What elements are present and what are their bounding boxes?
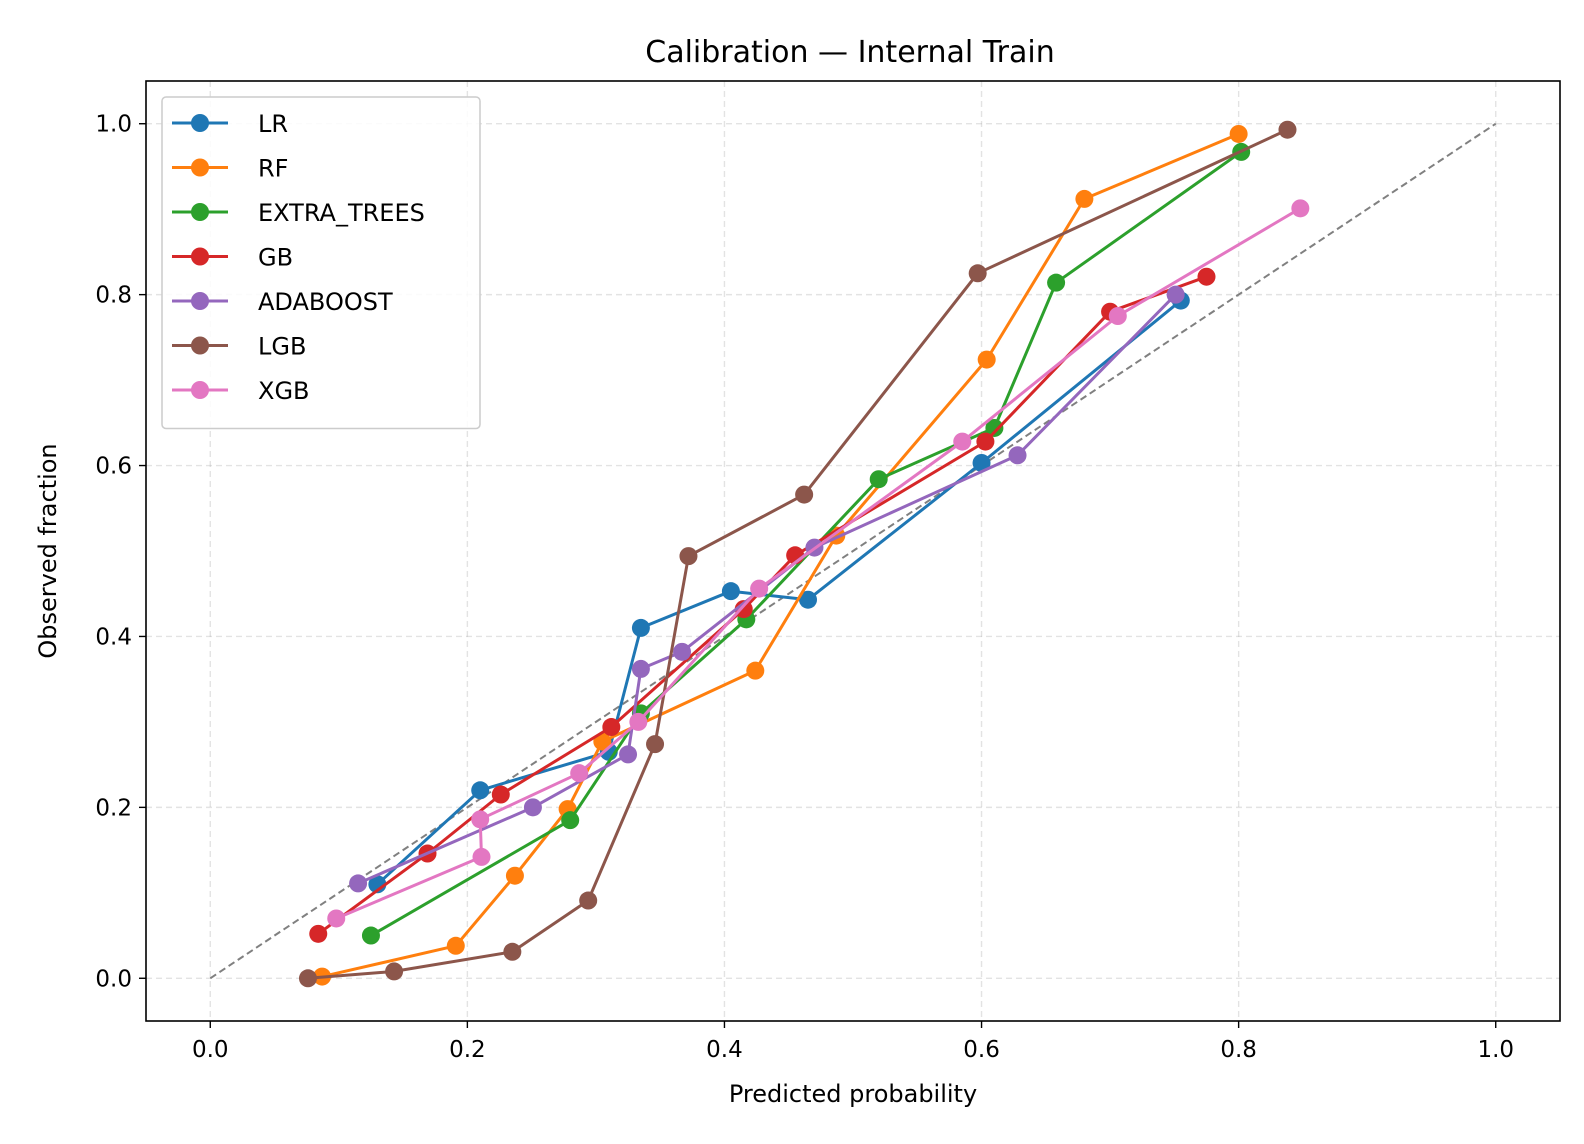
data-point-xgb <box>1291 199 1310 218</box>
data-point-rf <box>977 350 996 369</box>
y-axis-ticks: 0.0 0.2 0.4 0.6 0.8 1.0 <box>95 112 146 992</box>
x-axis-label: Predicted probability <box>729 1080 977 1108</box>
x-tick-label: 0.6 <box>963 1037 1000 1063</box>
x-tick-label: 0.2 <box>449 1037 486 1063</box>
legend-label: LGB <box>258 333 306 361</box>
data-point-lr <box>799 590 818 609</box>
legend-item-lr: LR <box>172 110 288 138</box>
x-tick-label: 1.0 <box>1477 1037 1514 1063</box>
legend-swatch-marker <box>191 203 209 221</box>
data-point-xgb <box>471 810 490 829</box>
data-point-rf <box>446 936 465 955</box>
legend-item-xgb: XGB <box>172 377 310 405</box>
data-point-lgb <box>298 969 317 988</box>
series-xgb <box>327 199 1310 928</box>
chart-title: Calibration — Internal Train <box>645 35 1054 70</box>
data-point-xgb <box>629 712 648 731</box>
data-point-lgb <box>385 962 404 981</box>
series-adaboost <box>349 285 1185 893</box>
data-point-xgb <box>1108 307 1127 325</box>
legend-label: EXTRA_TREES <box>258 199 425 227</box>
data-point-gb <box>491 785 510 804</box>
data-point-lr <box>972 453 991 472</box>
x-tick-label: 0.8 <box>1220 1037 1257 1063</box>
legend-item-lgb: LGB <box>172 333 306 361</box>
legend-swatch-marker <box>191 114 209 132</box>
legend-swatch-marker <box>191 336 209 355</box>
data-point-adaboost <box>1008 446 1027 465</box>
legend-item-extra-trees: EXTRA_TREES <box>172 199 425 227</box>
data-point-rf <box>505 866 524 885</box>
data-point-xgb <box>570 764 589 783</box>
data-point-lgb <box>679 547 698 566</box>
reference-diagonal <box>209 122 1497 980</box>
y-tick-label: 0.4 <box>95 624 132 650</box>
data-point-gb <box>976 432 995 451</box>
data-point-gb <box>734 600 753 619</box>
plot-frame <box>145 80 1561 1022</box>
data-point-lgb <box>579 891 598 910</box>
data-point-gb <box>309 924 328 943</box>
data-point-rf <box>1229 124 1248 143</box>
legend-label: XGB <box>258 377 310 405</box>
data-point-adaboost <box>673 642 692 661</box>
data-point-adaboost <box>619 745 638 764</box>
data-point-rf <box>593 732 612 751</box>
data-point-xgb <box>472 847 491 866</box>
perfect-calibration-line <box>209 122 1497 980</box>
series-layer <box>298 120 1310 988</box>
legend-swatch-marker <box>191 158 209 177</box>
data-point-lr <box>721 582 740 601</box>
data-point-lgb <box>503 942 522 961</box>
x-tick-label: 0.4 <box>706 1037 743 1063</box>
y-tick-label: 0.8 <box>95 283 132 309</box>
series-line-adaboost <box>357 293 1177 885</box>
data-point-gb <box>602 718 621 737</box>
legend-box <box>161 96 481 430</box>
x-axis-ticks: 0.0 0.2 0.4 0.6 0.8 1.0 <box>192 1021 1514 1063</box>
y-tick-label: 1.0 <box>95 112 132 138</box>
series-line-rf <box>321 132 1240 979</box>
data-point-extra-trees <box>1047 273 1066 292</box>
legend-label: GB <box>258 244 293 272</box>
y-tick-label: 0.2 <box>95 795 132 821</box>
legend: LR RF EXTRA_TREES GB ADABOOST LGB XGB <box>161 96 481 430</box>
legend-swatch-marker <box>191 292 209 310</box>
data-point-extra-trees <box>561 811 580 830</box>
data-point-rf <box>746 661 765 680</box>
legend-swatch-marker <box>191 247 209 266</box>
data-point-gb <box>1197 267 1216 286</box>
data-point-lr <box>471 781 490 800</box>
data-point-adaboost <box>523 798 542 817</box>
legend-item-rf: RF <box>172 155 288 183</box>
data-point-lgb <box>795 485 814 504</box>
data-point-adaboost <box>631 659 650 678</box>
data-point-xgb <box>953 432 972 451</box>
y-tick-label: 0.0 <box>95 966 132 992</box>
legend-label: LR <box>258 110 288 138</box>
y-axis-label: Observed fraction <box>34 443 62 658</box>
legend-item-adaboost: ADABOOST <box>172 288 393 316</box>
legend-item-gb: GB <box>172 244 293 272</box>
series-lgb <box>298 120 1297 988</box>
legend-swatch-marker <box>191 381 209 399</box>
data-point-adaboost <box>349 874 368 893</box>
legend-label: ADABOOST <box>258 288 393 316</box>
data-point-extra-trees <box>361 926 380 945</box>
data-point-xgb <box>327 909 346 928</box>
data-point-lr <box>631 618 650 637</box>
data-point-extra-trees <box>869 470 888 489</box>
legend-label: RF <box>258 155 288 183</box>
data-point-xgb <box>750 579 769 598</box>
data-point-lgb <box>968 264 987 283</box>
series-rf <box>313 124 1248 986</box>
data-point-lgb <box>1278 120 1297 139</box>
data-point-rf <box>1075 189 1094 208</box>
data-point-adaboost <box>1166 285 1185 304</box>
y-tick-label: 0.6 <box>95 454 132 480</box>
data-point-lgb <box>646 735 665 754</box>
data-point-extra-trees <box>985 418 1004 437</box>
x-tick-label: 0.0 <box>192 1037 229 1063</box>
